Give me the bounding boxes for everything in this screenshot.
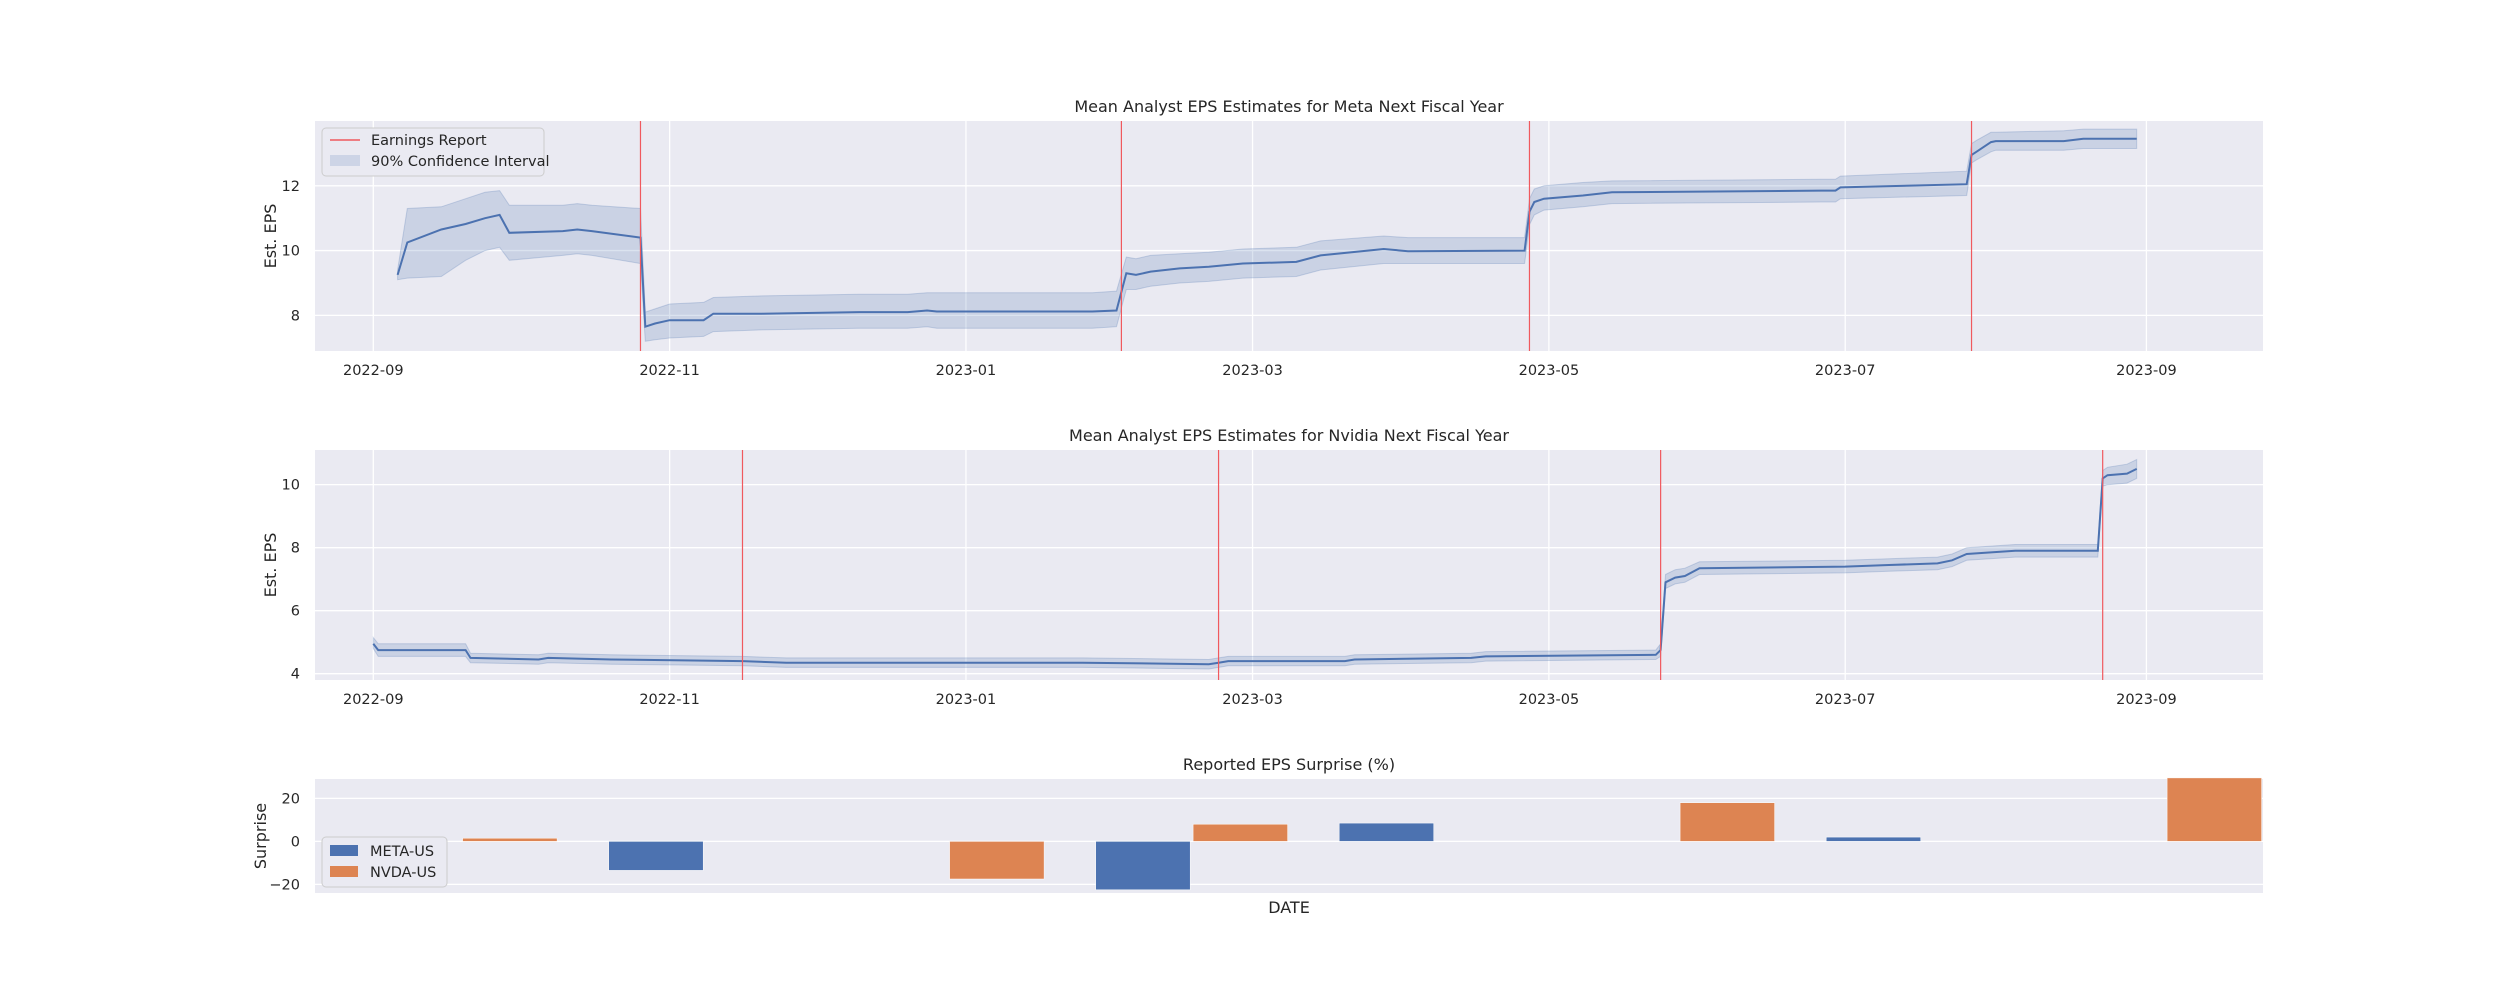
nvda-x-tick-label: 2022-11 <box>639 692 700 708</box>
nvda-x-tick-label: 2023-09 <box>2116 692 2177 708</box>
nvda-x-tick-label: 2023-05 <box>1519 692 1580 708</box>
nvda-eps-line <box>372 468 2138 666</box>
meta-ci-band <box>397 128 2138 342</box>
nvda-ci-band <box>372 458 2138 670</box>
surprise-legend: META-US NVDA-US <box>321 836 448 888</box>
meta-y-tick-label: 8 <box>291 308 300 324</box>
nvidia-x-ticks: 2022-09 2022-11 2023-01 2023-03 2023-05 2023-… <box>343 692 2177 708</box>
nvda-y-tick-label: 8 <box>291 541 300 557</box>
nvidia-gridlines <box>315 450 2263 680</box>
nvda-y-tick-label: 6 <box>291 604 300 620</box>
nvidia-ylabel: Est. EPS <box>261 533 280 598</box>
panel-nvidia: 2022-09 2022-11 2023-01 2023-03 2023-05 2023-… <box>261 426 2263 708</box>
meta-axes-background <box>315 121 2263 351</box>
legend-ci-label: 90% Confidence Interval <box>371 154 550 170</box>
meta-legend-box <box>321 127 545 177</box>
meta-confidence-band <box>397 128 2138 342</box>
surprise-axes-background <box>315 779 2263 893</box>
panel-meta: 2022-09 2022-11 2023-01 2023-03 2023-05 2023-… <box>261 97 2263 379</box>
surprise-bar-meta-us <box>1338 822 1434 842</box>
nvidia-y-ticks: 4 6 8 10 <box>282 478 300 683</box>
meta-earnings-lines <box>639 121 1973 351</box>
meta-title: Mean Analyst EPS Estimates for Meta Next… <box>1074 97 1504 116</box>
meta-y-tick-label: 12 <box>282 179 300 195</box>
nvda-x-tick-label: 2023-01 <box>936 692 997 708</box>
surprise-bar-nvda-us <box>462 837 558 842</box>
surprise-bar-meta-us <box>1095 841 1191 891</box>
meta-eps-line-group <box>396 137 2137 329</box>
surprise-bar-nvda-us <box>1192 823 1288 842</box>
surprise-bar-meta-us <box>608 841 704 871</box>
meta-legend: Earnings Report 90% Confidence Interval <box>321 127 550 177</box>
nvidia-axes-background <box>315 450 2263 680</box>
legend-meta-swatch <box>330 845 358 856</box>
nvda-x-tick-label: 2023-03 <box>1222 692 1283 708</box>
meta-x-tick-label: 2023-03 <box>1222 363 1283 379</box>
meta-y-tick-label: 10 <box>282 244 300 260</box>
meta-x-tick-label: 2023-09 <box>2116 363 2177 379</box>
legend-nvda-swatch <box>330 866 358 877</box>
nvda-x-tick-label: 2022-09 <box>343 692 404 708</box>
meta-x-tick-label: 2023-01 <box>936 363 997 379</box>
surprise-bar-nvda-us <box>2166 777 2262 842</box>
meta-x-tick-label: 2023-05 <box>1519 363 1580 379</box>
surprise-bar-nvda-us <box>1679 802 1775 842</box>
legend-ci-swatch <box>330 155 360 166</box>
surprise-y-tick-label: 20 <box>282 791 300 807</box>
meta-x-tick-label: 2022-09 <box>343 363 404 379</box>
surprise-y-tick-label: −20 <box>269 877 300 893</box>
legend-earnings-label: Earnings Report <box>371 133 487 149</box>
surprise-y-ticks: −20 0 20 <box>269 791 300 893</box>
nvda-y-tick-label: 4 <box>291 667 300 683</box>
nvda-x-tick-label: 2023-07 <box>1815 692 1876 708</box>
surprise-title: Reported EPS Surprise (%) <box>1183 755 1395 774</box>
panel-surprise: −20 0 20 Reported EPS Surprise (%) Surpris… <box>251 755 2263 917</box>
meta-y-ticks: 8 10 12 <box>282 179 300 325</box>
meta-x-tick-label: 2022-11 <box>639 363 700 379</box>
nvidia-earnings-lines <box>741 450 2104 680</box>
nvidia-eps-line-group <box>372 468 2138 666</box>
nvda-y-tick-label: 10 <box>282 478 300 494</box>
surprise-bar-meta-us <box>1825 836 1921 842</box>
surprise-ylabel: Surprise <box>251 803 270 869</box>
meta-x-ticks: 2022-09 2022-11 2023-01 2023-03 2023-05 2023-… <box>343 363 2177 379</box>
nvidia-confidence-band <box>372 458 2138 670</box>
legend-nvda-label: NVDA-US <box>370 865 436 881</box>
nvidia-title: Mean Analyst EPS Estimates for Nvidia Ne… <box>1069 426 1509 445</box>
meta-x-tick-label: 2023-07 <box>1815 363 1876 379</box>
surprise-bars <box>462 777 2262 891</box>
surprise-y-tick-label: 0 <box>291 834 300 850</box>
surprise-xlabel: DATE <box>1268 898 1310 917</box>
surprise-bar-nvda-us <box>949 841 1045 880</box>
legend-meta-label: META-US <box>370 844 434 860</box>
meta-ylabel: Est. EPS <box>261 204 280 269</box>
meta-eps-line <box>396 137 2137 329</box>
